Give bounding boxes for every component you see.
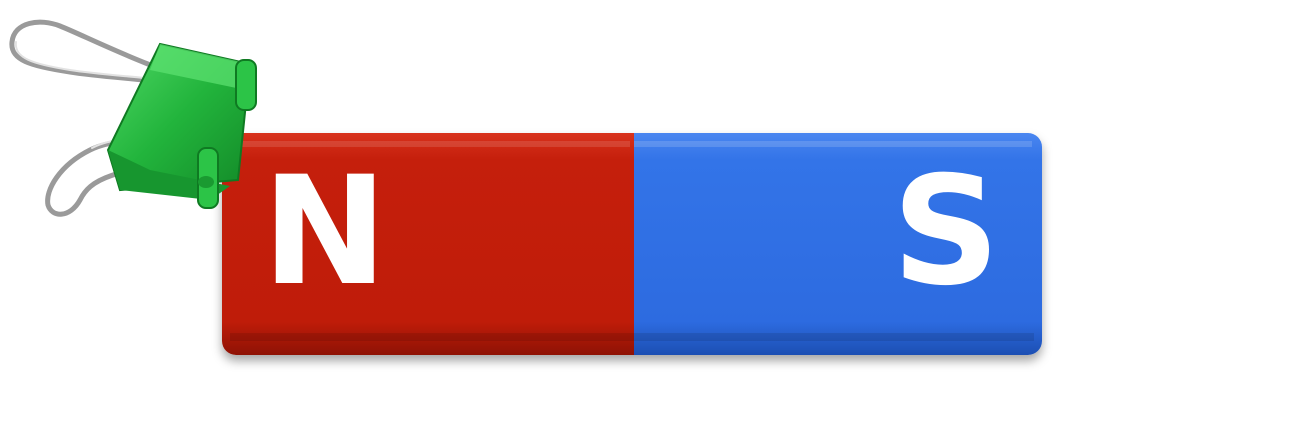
- binder-clip: [9, 19, 257, 217]
- bar-magnet: N S: [222, 133, 1042, 355]
- north-pole: N: [222, 133, 634, 355]
- north-label: N: [262, 145, 388, 319]
- south-pole-shading: [634, 133, 1042, 355]
- south-pole: S: [634, 133, 1042, 355]
- south-label: S: [891, 145, 1000, 319]
- north-pole-shading: [222, 133, 634, 355]
- clip-body: [106, 42, 257, 209]
